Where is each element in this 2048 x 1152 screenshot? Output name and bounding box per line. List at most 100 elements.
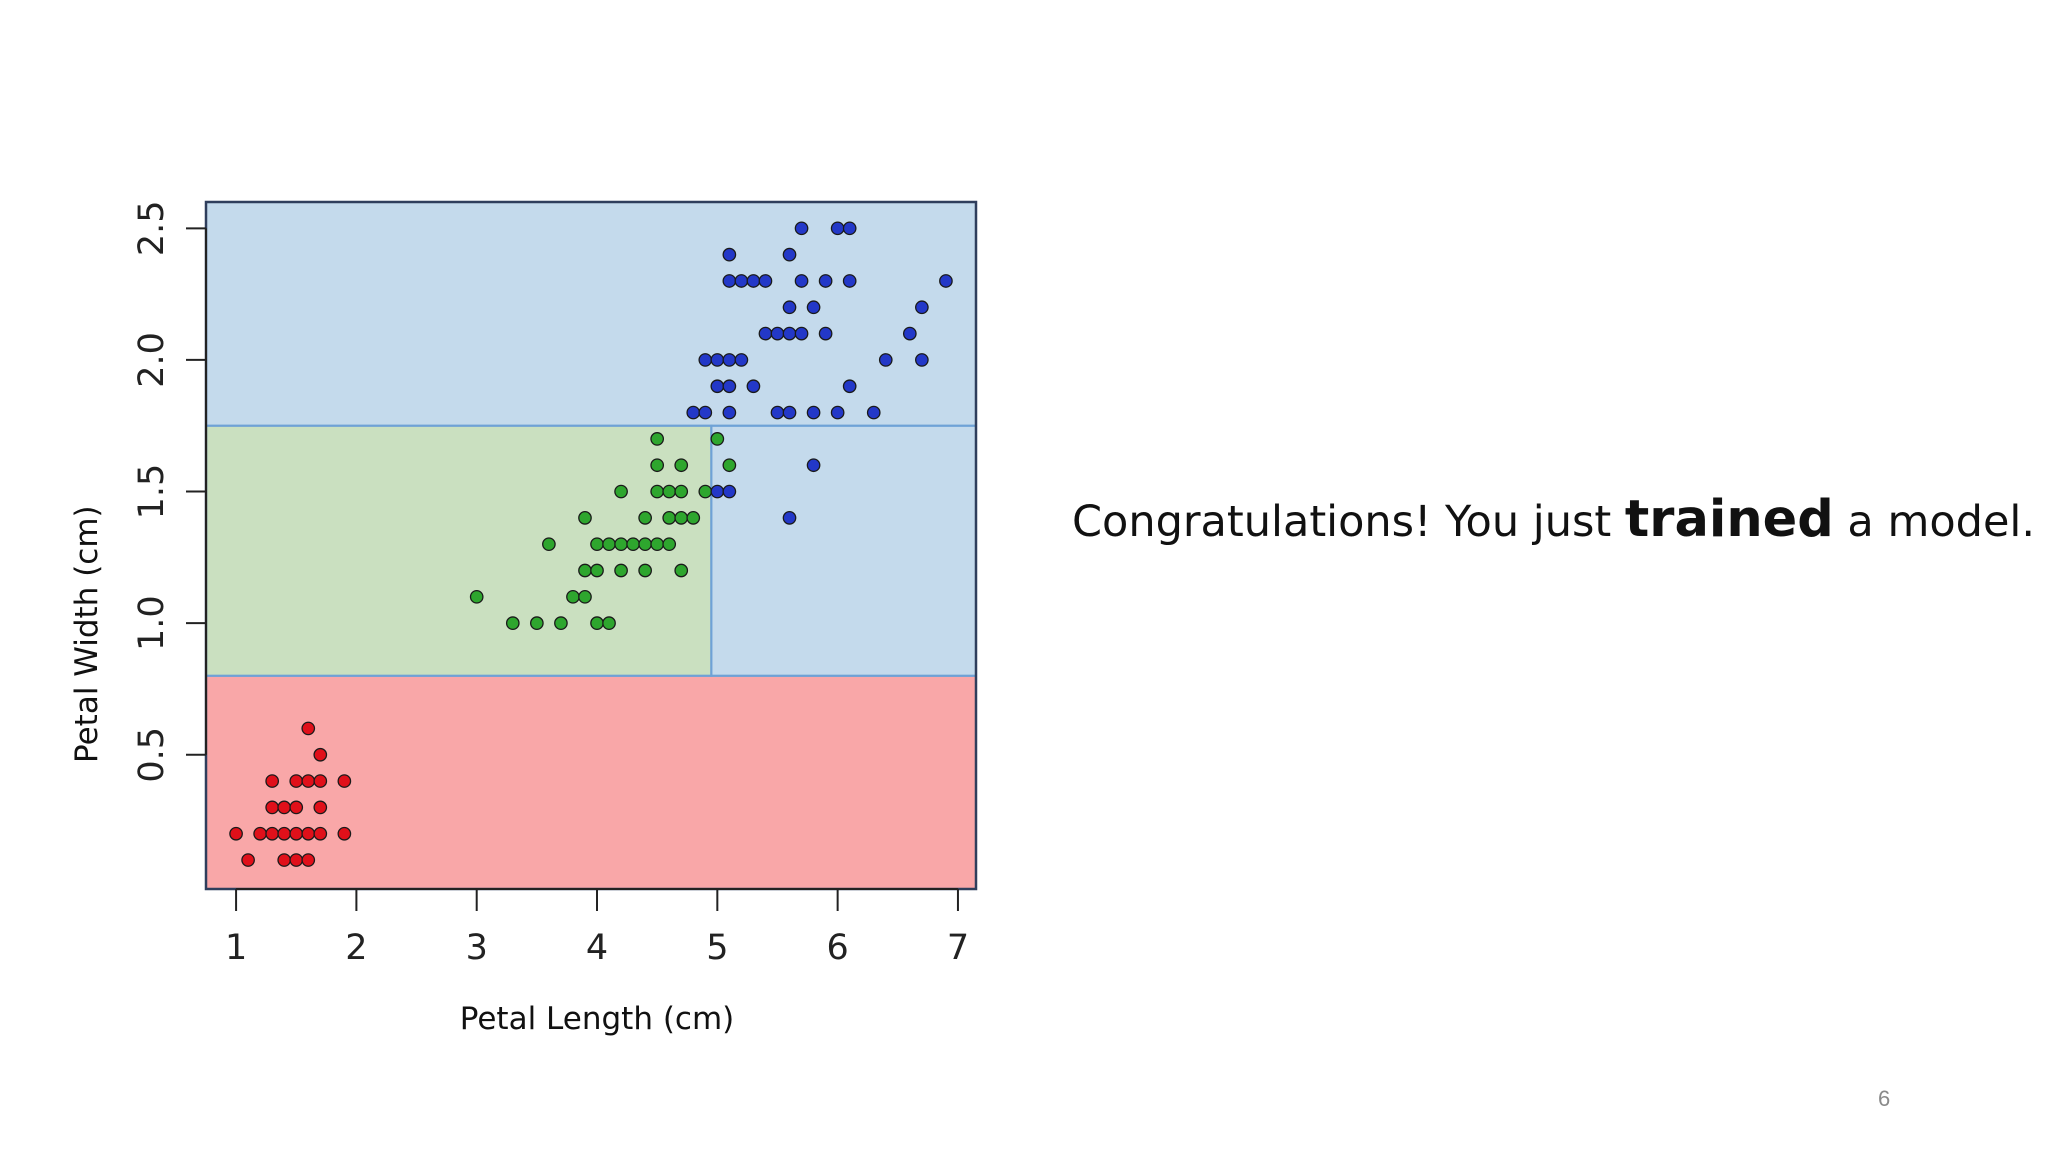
data-point-0-7 bbox=[277, 800, 292, 815]
data-point-2-29 bbox=[806, 405, 821, 420]
data-point-1-18 bbox=[638, 563, 652, 578]
decision-region-0 bbox=[206, 675, 976, 889]
data-point-0-18 bbox=[313, 800, 328, 815]
data-point-2-8 bbox=[722, 353, 737, 367]
data-point-2-22 bbox=[782, 300, 797, 315]
data-point-0-16 bbox=[301, 853, 316, 867]
data-point-2-30 bbox=[806, 300, 821, 315]
data-point-1-33 bbox=[698, 484, 713, 499]
caption-text-after: a model. bbox=[1833, 497, 2036, 547]
data-point-2-15 bbox=[746, 274, 761, 288]
x-tick-label-0: 1 bbox=[225, 928, 247, 968]
data-point-1-12 bbox=[602, 616, 616, 630]
data-point-2-20 bbox=[782, 405, 797, 420]
data-point-1-34 bbox=[710, 432, 725, 446]
data-point-1-32 bbox=[686, 511, 701, 525]
data-point-2-2 bbox=[698, 353, 713, 367]
x-tick-label-6: 7 bbox=[947, 928, 969, 968]
data-point-2-10 bbox=[722, 247, 737, 262]
data-points bbox=[229, 221, 953, 867]
data-point-2-26 bbox=[794, 274, 809, 288]
data-point-1-3 bbox=[542, 537, 556, 552]
data-point-1-35 bbox=[722, 458, 737, 473]
data-point-0-20 bbox=[313, 747, 328, 762]
data-point-0-3 bbox=[265, 826, 280, 841]
data-point-1-16 bbox=[614, 484, 628, 499]
data-point-2-28 bbox=[806, 458, 821, 473]
data-point-2-6 bbox=[722, 405, 737, 420]
y-tick-label-3: 2.0 bbox=[132, 332, 172, 388]
data-point-0-12 bbox=[289, 853, 304, 867]
data-point-2-33 bbox=[830, 405, 845, 420]
data-point-1-8 bbox=[578, 511, 592, 525]
data-point-2-38 bbox=[866, 405, 881, 420]
data-point-1-0 bbox=[469, 589, 484, 604]
data-point-1-30 bbox=[674, 484, 689, 499]
data-point-2-37 bbox=[842, 221, 857, 236]
data-point-0-2 bbox=[253, 826, 267, 841]
data-point-0-0 bbox=[229, 826, 243, 841]
data-point-2-5 bbox=[710, 484, 725, 499]
caption-text-before: Congratulations! You just bbox=[1072, 497, 1625, 547]
data-point-0-6 bbox=[277, 826, 292, 841]
data-point-1-27 bbox=[662, 484, 677, 499]
data-point-2-18 bbox=[770, 405, 785, 420]
y-axis: 0.5 1.0 1.5 2.0 2.5 bbox=[132, 200, 207, 783]
data-point-2-0 bbox=[686, 405, 701, 420]
data-point-1-28 bbox=[674, 563, 689, 578]
data-point-2-35 bbox=[842, 379, 857, 394]
data-point-1-6 bbox=[578, 589, 592, 604]
data-point-0-22 bbox=[337, 774, 352, 788]
data-point-0-4 bbox=[265, 800, 280, 815]
data-point-1-29 bbox=[674, 511, 689, 525]
data-point-1-9 bbox=[590, 616, 604, 630]
data-point-2-41 bbox=[915, 353, 929, 367]
data-point-1-24 bbox=[650, 432, 665, 446]
data-point-2-32 bbox=[818, 274, 833, 288]
data-point-2-16 bbox=[758, 326, 773, 341]
x-tick-label-3: 4 bbox=[586, 928, 608, 968]
data-point-0-17 bbox=[313, 826, 328, 841]
data-point-2-7 bbox=[722, 379, 737, 394]
data-point-1-20 bbox=[638, 511, 652, 525]
data-point-2-23 bbox=[782, 247, 797, 262]
data-point-1-22 bbox=[650, 484, 665, 499]
data-point-2-43 bbox=[939, 274, 953, 288]
data-point-2-25 bbox=[794, 326, 809, 341]
decision-region-1 bbox=[206, 425, 712, 676]
data-point-1-4 bbox=[554, 616, 568, 630]
data-point-1-10 bbox=[590, 563, 604, 578]
x-axis: 1 2 3 4 5 6 7 bbox=[225, 888, 969, 968]
data-point-0-19 bbox=[313, 774, 328, 788]
data-point-0-1 bbox=[241, 853, 255, 867]
y-tick-label-2: 1.5 bbox=[132, 464, 172, 520]
data-point-2-34 bbox=[830, 221, 845, 236]
data-point-1-14 bbox=[614, 563, 628, 578]
data-point-1-5 bbox=[566, 589, 580, 604]
y-axis-label: Petal Width (cm) bbox=[69, 505, 105, 763]
data-point-0-8 bbox=[277, 853, 292, 867]
data-point-2-4 bbox=[710, 353, 725, 367]
data-point-2-40 bbox=[902, 326, 917, 341]
data-point-0-5 bbox=[265, 774, 280, 788]
data-point-1-23 bbox=[650, 458, 665, 473]
data-point-1-17 bbox=[626, 537, 640, 552]
data-point-2-17 bbox=[758, 274, 773, 288]
data-point-2-11 bbox=[722, 484, 737, 499]
data-point-2-3 bbox=[710, 379, 725, 394]
data-point-2-36 bbox=[842, 274, 857, 288]
data-point-1-2 bbox=[530, 616, 544, 630]
decision-region-3 bbox=[206, 202, 976, 426]
data-point-1-25 bbox=[662, 537, 677, 552]
data-point-1-26 bbox=[662, 511, 677, 525]
x-tick-label-5: 6 bbox=[827, 928, 849, 968]
data-point-1-7 bbox=[578, 563, 592, 578]
data-point-2-14 bbox=[746, 379, 761, 394]
data-point-2-27 bbox=[794, 221, 809, 236]
data-point-2-24 bbox=[782, 511, 797, 525]
x-tick-label-4: 5 bbox=[706, 928, 728, 968]
data-point-1-31 bbox=[674, 458, 689, 473]
data-point-2-1 bbox=[698, 405, 713, 420]
data-point-1-19 bbox=[638, 537, 652, 552]
